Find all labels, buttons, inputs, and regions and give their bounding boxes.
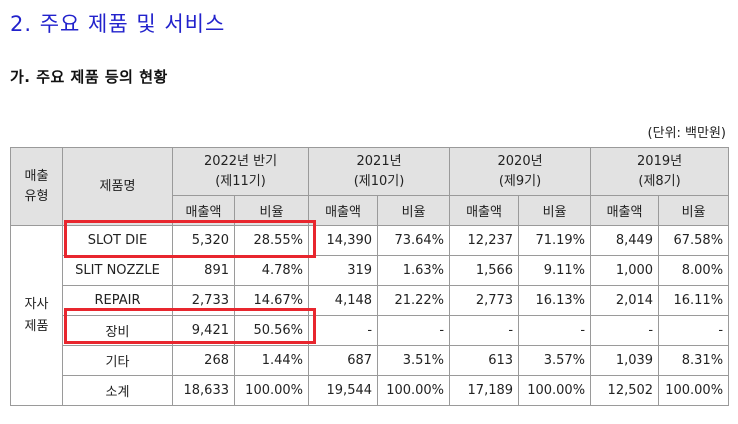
section-title: 2. 주요 제품 및 서비스 [10,12,226,36]
sales-cell: 4,148 [308,285,379,316]
ratio-cell: 9.11% [518,255,592,286]
ratio-cell: - [518,315,592,346]
sales-cell: 8,449 [590,225,660,256]
sales-cell: 1,566 [449,255,520,286]
ratio-cell: 1.44% [233,345,310,376]
product-name: REPAIR [62,285,173,316]
sales-cell: 613 [449,345,520,376]
unit-label: (단위: 백만원) [647,126,726,141]
sales-cell: 2,733 [172,285,235,316]
row-group-label: 자사 제품 [10,225,63,406]
type-header: 매출 유형 [10,147,63,226]
ratio-cell: 16.13% [518,285,592,316]
sales-cell: 12,502 [590,375,660,406]
sales-header: 매출액 [590,195,660,226]
type-header-line: 유형 [24,188,49,204]
period-header: 2020년 (제9기) [449,147,592,196]
period-year: 2022년 반기 [203,153,278,169]
product-name: SLOT DIE [62,225,173,256]
sales-cell: 5,320 [172,225,235,256]
sales-cell: 891 [172,255,235,286]
ratio-cell: 8.31% [658,345,730,376]
sales-cell: 268 [172,345,235,376]
table-row: 자사 제품 SLOT DIE 5,320 28.55% 14,390 73.64… [10,225,730,406]
ratio-cell: 100.00% [377,375,451,406]
table-row: 기타 268 1.44% 687 3.51% 613 3.57% 1,039 8… [11,345,730,376]
row-group-line: 제품 [24,318,49,334]
ratio-cell: 8.00% [658,255,730,286]
sales-cell: 1,039 [590,345,660,376]
sales-cell: 18,633 [172,375,235,406]
period-year: 2020년 [497,153,543,169]
sales-cell: 2,014 [590,285,660,316]
sales-cell: 9,421 [172,315,235,346]
ratio-header: 비율 [518,195,592,226]
period-year: 2021년 [356,153,402,169]
ratio-cell: 4.78% [233,255,310,286]
table-row: SLIT NOZZLE 891 4.78% 319 1.63% 1,566 9.… [11,255,730,286]
ratio-header: 비율 [233,195,310,226]
header-row-periods: 매출 유형 제품명 2022년 반기 (제11기) 2021년 (제10기) 2… [10,147,730,226]
ratio-header: 비율 [658,195,730,226]
ratio-cell: 100.00% [233,375,310,406]
ratio-cell: 67.58% [658,225,730,256]
sales-cell: - [308,315,379,346]
ratio-cell: 21.22% [377,285,451,316]
ratio-cell: 3.57% [518,345,592,376]
table-row-subtotal: 소계 18,633 100.00% 19,544 100.00% 17,189 … [11,375,730,406]
sales-header: 매출액 [449,195,520,226]
product-name: 소계 [62,375,173,406]
period-term: (제9기) [498,173,542,189]
sales-header: 매출액 [172,195,235,226]
sales-cell: 19,544 [308,375,379,406]
ratio-cell: 73.64% [377,225,451,256]
period-term: (제8기) [638,173,681,189]
period-header: 2019년 (제8기) [590,147,730,196]
sales-cell: 319 [308,255,379,286]
sales-cell: 2,773 [449,285,520,316]
ratio-cell: 100.00% [658,375,730,406]
table-row: 장비 9,421 50.56% - - - - - - [11,315,730,346]
period-term: (제11기) [215,173,266,189]
sales-cell: 17,189 [449,375,520,406]
sales-cell: 14,390 [308,225,379,256]
ratio-header: 비율 [377,195,451,226]
sales-cell: - [449,315,520,346]
sales-cell: - [590,315,660,346]
sales-header: 매출액 [308,195,379,226]
row-group-line: 자사 [24,296,49,312]
product-name: SLIT NOZZLE [62,255,173,286]
period-year: 2019년 [637,153,683,169]
product-name: 기타 [62,345,173,376]
ratio-cell: 14.67% [233,285,310,316]
period-header: 2021년 (제10기) [308,147,451,196]
ratio-cell: 16.11% [658,285,730,316]
sales-cell: 12,237 [449,225,520,256]
period-term: (제10기) [353,173,405,189]
product-table: 매출 유형 제품명 2022년 반기 (제11기) 2021년 (제10기) 2… [10,147,730,406]
ratio-cell: 28.55% [233,225,310,256]
table-row: REPAIR 2,733 14.67% 4,148 21.22% 2,773 1… [11,285,730,316]
ratio-cell: 100.00% [518,375,592,406]
ratio-cell: 3.51% [377,345,451,376]
sales-cell: 1,000 [590,255,660,286]
product-name: 장비 [62,315,173,346]
type-header-line: 매출 [24,168,49,184]
ratio-cell: 50.56% [233,315,310,346]
name-header: 제품명 [62,147,173,226]
ratio-cell: 71.19% [518,225,592,256]
ratio-cell: 1.63% [377,255,451,286]
sub-title: 가. 주요 제품 등의 현황 [10,68,168,86]
ratio-cell: - [377,315,451,346]
sales-cell: 687 [308,345,379,376]
period-header: 2022년 반기 (제11기) [171,147,310,196]
ratio-cell: - [658,315,730,346]
